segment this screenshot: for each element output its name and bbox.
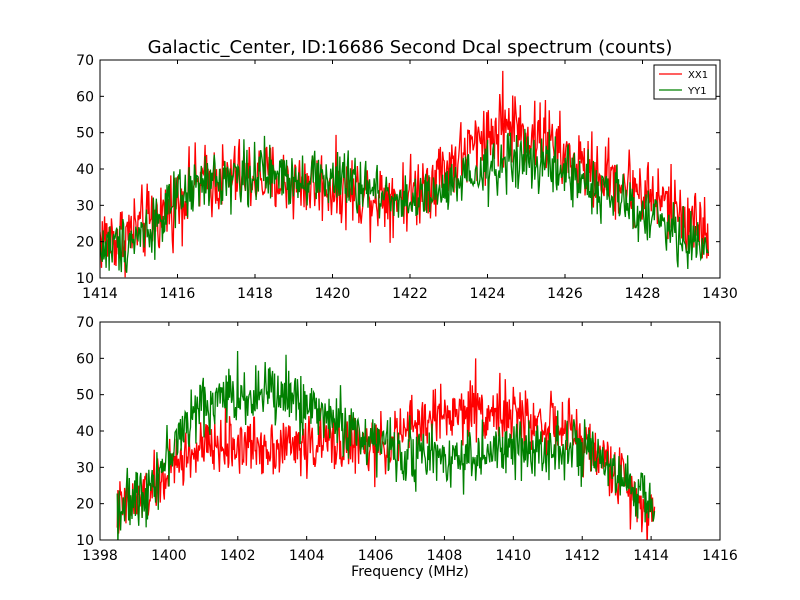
- y-tick-label: 70: [76, 53, 94, 69]
- top-panel: 1414 1416 1418 1420 1422 1424 1426 1428 1430 10 20…: [76, 53, 738, 302]
- chart-title: Galactic_Center, ID:16686 Second Dcal sp…: [148, 37, 673, 58]
- x-tick-label: 1406: [358, 548, 394, 564]
- legend-label-yy1: YY1: [687, 86, 707, 97]
- legend-label-xx1: XX1: [688, 70, 708, 81]
- y-tick-label: 10: [76, 533, 94, 549]
- series-group: [116, 351, 656, 540]
- bottom-panel: 1398 1400 1402 1404 1406 1408 1410 1412 1414 1416…: [76, 315, 738, 564]
- y-tick-label: 20: [76, 497, 94, 513]
- series-line-yy1: [116, 351, 656, 540]
- x-tick-label: 1402: [220, 548, 256, 564]
- y-tick-label: 50: [76, 388, 94, 404]
- x-tick-label: 1422: [392, 286, 428, 302]
- series-group: [100, 70, 710, 278]
- x-tick-label: 1414: [633, 548, 669, 564]
- x-tick-label: 1398: [82, 548, 118, 564]
- x-tick-label: 1418: [237, 286, 273, 302]
- x-tick-label: 1428: [625, 286, 661, 302]
- x-tick-label: 1430: [702, 286, 738, 302]
- y-tick-label: 20: [76, 235, 94, 251]
- y-tick-label: 10: [76, 271, 94, 287]
- x-tick-label: 1416: [702, 548, 738, 564]
- x-tick-label: 1426: [547, 286, 583, 302]
- series-line-xx1: [116, 358, 656, 540]
- x-tick-label: 1400: [151, 548, 187, 564]
- x-tick-label: 1412: [564, 548, 600, 564]
- x-tick-label: 1414: [82, 286, 118, 302]
- x-tick-label: 1424: [470, 286, 506, 302]
- x-tick-label: 1416: [160, 286, 196, 302]
- y-tick-label: 30: [76, 460, 94, 476]
- x-tick-label: 1408: [427, 548, 463, 564]
- x-tick-label: 1404: [289, 548, 325, 564]
- y-tick-label: 30: [76, 198, 94, 214]
- y-tick-label: 40: [76, 424, 94, 440]
- y-tick-label: 60: [76, 351, 94, 367]
- x-axis-label: Frequency (MHz): [351, 564, 469, 580]
- y-tick-label: 60: [76, 89, 94, 105]
- x-tick-label: 1410: [496, 548, 532, 564]
- y-tick-label: 50: [76, 126, 94, 142]
- x-tick-label: 1420: [315, 286, 351, 302]
- series-line-yy1: [100, 128, 709, 273]
- y-tick-label: 40: [76, 162, 94, 178]
- legend-box: [653, 64, 717, 100]
- y-tick-label: 70: [76, 315, 94, 331]
